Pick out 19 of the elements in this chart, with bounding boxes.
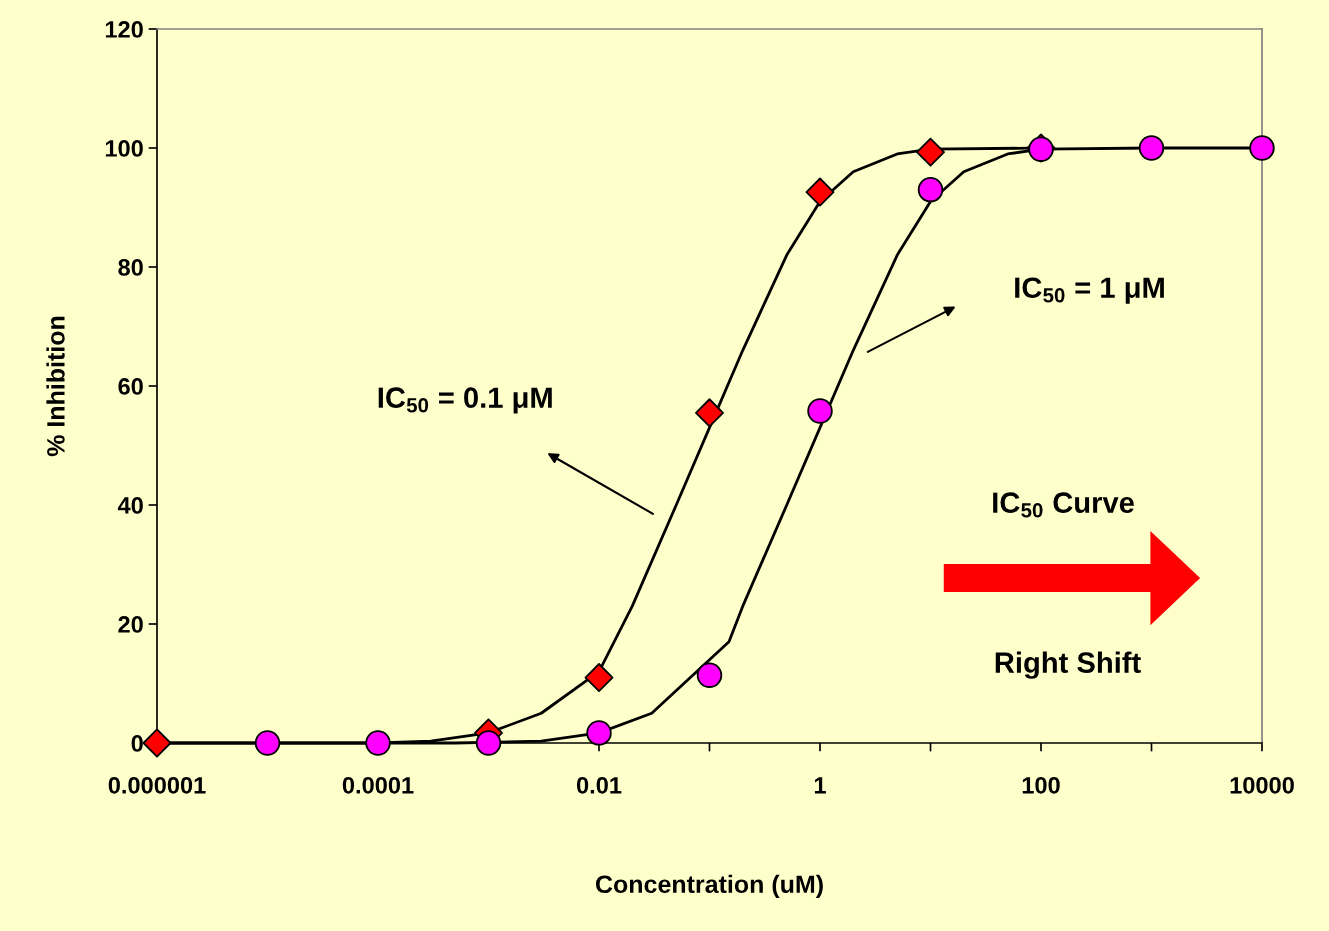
x-tick-label: 0.0001	[342, 776, 414, 794]
y-tick-label: 100	[105, 140, 143, 157]
x-tick-label: 100	[1022, 776, 1060, 794]
x-tick-label: 10000	[1230, 776, 1294, 794]
y-tick-label: 20	[118, 616, 143, 633]
y-axis-title: % Inhibition	[46, 316, 65, 457]
annotation: IC$_{50}$ = 0.1 μM	[378, 387, 552, 414]
y-tick-label: 120	[105, 21, 143, 38]
x-tick-label: 0.000001	[108, 776, 206, 794]
annotation: Right Shift	[995, 651, 1141, 679]
y-tick-label: 80	[118, 259, 143, 276]
y-tick-label: 40	[117, 497, 143, 514]
x-tick-label: 0.01	[576, 776, 622, 794]
x-tick-label: 1	[814, 777, 826, 794]
x-axis-title: Concentration (uM)	[595, 874, 823, 899]
annotation: IC$_{50}$ = 1 μM	[1015, 277, 1164, 304]
y-tick-label: 0	[131, 735, 143, 752]
y-tick-label: 60	[118, 378, 143, 395]
annotation: IC$_{50}$ Curve	[993, 492, 1134, 518]
